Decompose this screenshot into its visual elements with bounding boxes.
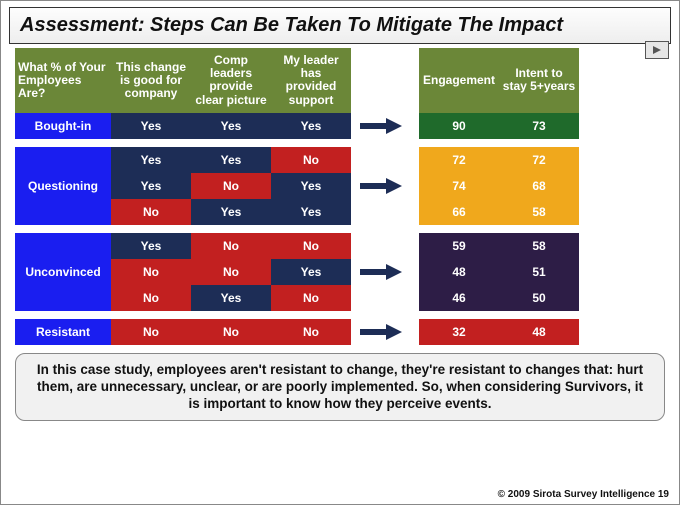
intent-value: 73 — [499, 113, 579, 139]
page-title: Assessment: Steps Can Be Taken To Mitiga… — [9, 7, 671, 44]
cell-value: No — [271, 285, 351, 311]
category-unconvinced: Unconvinced — [15, 233, 111, 311]
cell-value: Yes — [191, 113, 271, 139]
category-resistant: Resistant — [15, 319, 111, 345]
cell-value: Yes — [111, 113, 191, 139]
engagement-value: 48 — [419, 259, 499, 285]
cell-value: Yes — [111, 147, 191, 173]
col-header-1: This change is good for company — [111, 48, 191, 113]
engagement-value: 74 — [419, 173, 499, 199]
intent-value: 72 — [499, 147, 579, 173]
cell-value: Yes — [271, 113, 351, 139]
arrow-icon — [351, 147, 411, 225]
intent-value: 48 — [499, 319, 579, 345]
cell-value: No — [111, 285, 191, 311]
engagement-value: 90 — [419, 113, 499, 139]
col-header-category: What % of Your Employees Are? — [15, 48, 111, 113]
case-study-callout: In this case study, employees aren't res… — [15, 353, 665, 422]
cell-value: Yes — [271, 173, 351, 199]
engagement-value: 59 — [419, 233, 499, 259]
header-gap — [351, 48, 411, 113]
cell-value: No — [191, 259, 271, 285]
col-header-engagement: Engagement — [419, 48, 499, 113]
intent-value: 68 — [499, 173, 579, 199]
cell-value: Yes — [111, 173, 191, 199]
engagement-value: 46 — [419, 285, 499, 311]
category-bought-in: Bought-in — [15, 113, 111, 139]
intent-value: 58 — [499, 199, 579, 225]
cell-value: Yes — [271, 199, 351, 225]
copyright-footer: © 2009 Sirota Survey Intelligence 19 — [498, 489, 669, 500]
engagement-value: 32 — [419, 319, 499, 345]
intent-value: 58 — [499, 233, 579, 259]
arrow-icon — [351, 233, 411, 311]
cell-value: No — [191, 233, 271, 259]
col-header-3: My leader has provided support — [271, 48, 351, 113]
cell-value: Yes — [271, 259, 351, 285]
cell-value: No — [271, 233, 351, 259]
cell-value: No — [111, 259, 191, 285]
cell-value: No — [271, 147, 351, 173]
cell-value: Yes — [191, 285, 271, 311]
intent-value: 51 — [499, 259, 579, 285]
group-spacer — [15, 139, 579, 147]
bracket-gap — [411, 113, 419, 139]
col-header-2: Comp leaders provide clear picture — [191, 48, 271, 113]
play-icon[interactable] — [645, 41, 669, 59]
engagement-value: 66 — [419, 199, 499, 225]
cell-value: No — [191, 173, 271, 199]
arrow-icon — [351, 319, 411, 345]
assessment-table: What % of Your Employees Are?This change… — [15, 48, 665, 345]
cell-value: No — [191, 319, 271, 345]
cell-value: Yes — [191, 147, 271, 173]
engagement-value: 72 — [419, 147, 499, 173]
cell-value: No — [111, 319, 191, 345]
cell-value: No — [111, 199, 191, 225]
group-spacer — [15, 225, 579, 233]
header-gap2 — [411, 48, 419, 113]
cell-value: Yes — [191, 199, 271, 225]
arrow-icon — [351, 113, 411, 139]
bracket-gap — [411, 233, 419, 311]
group-spacer — [15, 311, 579, 319]
cell-value: Yes — [111, 233, 191, 259]
bracket-gap — [411, 319, 419, 345]
cell-value: No — [271, 319, 351, 345]
col-header-intent: Intent to stay 5+years — [499, 48, 579, 113]
intent-value: 50 — [499, 285, 579, 311]
category-questioning: Questioning — [15, 147, 111, 225]
bracket-gap — [411, 147, 419, 225]
